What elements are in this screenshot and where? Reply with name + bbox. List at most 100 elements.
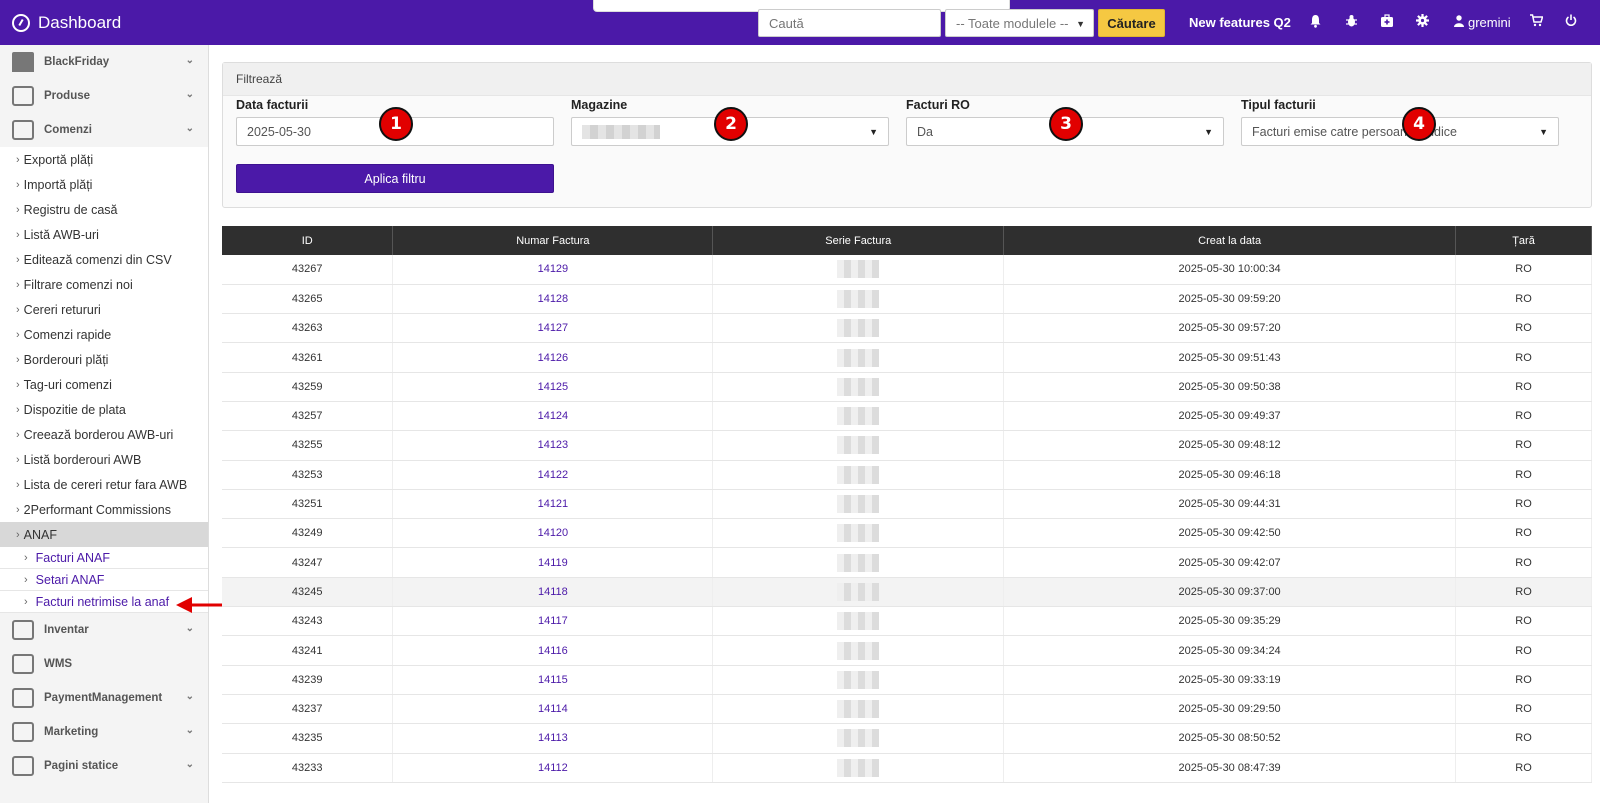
orders-icon — [12, 120, 34, 140]
table-row[interactable]: 43259 14125 2025-05-30 09:50:38 RO — [222, 372, 1592, 402]
chevron-right-icon: › — [16, 253, 20, 266]
sidebar-item-2performant[interactable]: › 2Performant Commissions — [0, 497, 208, 522]
sidebar-item-filtrare-comenzi[interactable]: › Filtrare comenzi noi — [0, 272, 208, 297]
chevron-right-icon: › — [16, 528, 20, 541]
pages-icon — [12, 756, 34, 776]
gear-icon[interactable] — [1416, 14, 1429, 30]
column-header-id[interactable]: ID — [222, 226, 394, 255]
table-row[interactable]: 43267 14129 2025-05-30 10:00:34 RO — [222, 255, 1592, 285]
cell-numar-factura[interactable]: 14116 — [392, 635, 714, 666]
sidebar-section-pagini-statice[interactable]: Pagini statice ⌄ — [0, 749, 208, 783]
sidebar-item-exporta-plati[interactable]: › Exportă plăți — [0, 147, 208, 172]
table-row[interactable]: 43253 14122 2025-05-30 09:46:18 RO — [222, 460, 1592, 490]
sidebar-item-cereri-retur-fara-awb[interactable]: › Lista de cereri retur fara AWB — [0, 472, 208, 497]
cell-id: 43257 — [222, 401, 394, 432]
sidebar-item-borderouri-plati[interactable]: › Borderouri plăți — [0, 347, 208, 372]
brand[interactable]: Dashboard — [0, 13, 210, 33]
sidebar-subitem-setari-anaf[interactable]: › Setari ANAF — [0, 569, 208, 591]
cell-numar-factura[interactable]: 14115 — [392, 665, 714, 695]
cell-numar-factura[interactable]: 14119 — [392, 547, 714, 578]
sidebar-subitem-facturi-netrimise[interactable]: › Facturi netrimise la anaf — [0, 591, 208, 613]
redacted-value — [837, 729, 880, 748]
cell-numar-factura[interactable]: 14114 — [392, 694, 714, 725]
table-row[interactable]: 43257 14124 2025-05-30 09:49:37 RO — [222, 401, 1592, 432]
sidebar-section-inventar[interactable]: Inventar ⌄ — [0, 613, 208, 647]
cell-numar-factura[interactable]: 14122 — [392, 460, 714, 490]
cell-numar-factura[interactable]: 14113 — [392, 723, 714, 754]
annotation-badge: 2 — [714, 107, 748, 141]
sidebar-item-anaf[interactable]: › ANAF — [0, 522, 208, 547]
cart-icon[interactable] — [1530, 14, 1544, 30]
cell-numar-factura[interactable]: 14123 — [392, 430, 714, 461]
column-header-data[interactable]: Creat la data — [1003, 226, 1457, 255]
cell-numar-factura[interactable]: 14125 — [392, 372, 714, 402]
tip-facturii-select[interactable]: Facturi emise catre persoane juridice ▼ — [1241, 117, 1559, 146]
cell-numar-factura[interactable]: 14121 — [392, 489, 714, 520]
cell-numar-factura[interactable]: 14117 — [392, 606, 714, 637]
sidebar-item-tag-uri[interactable]: › Tag-uri comenzi — [0, 372, 208, 397]
redacted-value — [837, 319, 880, 338]
sidebar-item-cereri-retururi[interactable]: › Cereri retururi — [0, 297, 208, 322]
medkit-icon[interactable] — [1380, 14, 1394, 31]
new-features-link[interactable]: New features Q2 — [1189, 15, 1291, 30]
sidebar-item-editeaza-csv[interactable]: › Editează comenzi din CSV — [0, 247, 208, 272]
table-row[interactable]: 43233 14112 2025-05-30 08:47:39 RO — [222, 753, 1592, 783]
apply-filter-button[interactable]: Aplica filtru — [236, 164, 554, 193]
column-header-tara[interactable]: Țară — [1455, 226, 1592, 255]
table-row[interactable]: 43241 14116 2025-05-30 09:34:24 RO — [222, 635, 1592, 666]
sidebar-item-lista-awb[interactable]: › Listă AWB-uri — [0, 222, 208, 247]
sidebar-item-lista-borderouri[interactable]: › Listă borderouri AWB — [0, 447, 208, 472]
column-header-serie[interactable]: Serie Factura — [712, 226, 1005, 255]
table-row[interactable]: 43265 14128 2025-05-30 09:59:20 RO — [222, 284, 1592, 315]
cell-numar-factura[interactable]: 14129 — [392, 255, 714, 285]
table-row[interactable]: 43261 14126 2025-05-30 09:51:43 RO — [222, 342, 1592, 373]
bug-icon[interactable] — [1345, 14, 1358, 31]
sidebar-section-wms[interactable]: WMS — [0, 647, 208, 681]
column-header-numar[interactable]: Numar Factura — [392, 226, 714, 255]
table-row[interactable]: 43245 14118 2025-05-30 09:37:00 RO — [222, 577, 1592, 608]
sidebar-item-creeaza-borderou[interactable]: › Creează borderou AWB-uri — [0, 422, 208, 447]
sidebar-item-comenzi-rapide[interactable]: › Comenzi rapide — [0, 322, 208, 347]
table-row[interactable]: 43249 14120 2025-05-30 09:42:50 RO — [222, 518, 1592, 549]
cell-tara: RO — [1455, 723, 1592, 754]
table-row[interactable]: 43255 14123 2025-05-30 09:48:12 RO — [222, 430, 1592, 461]
cell-tara: RO — [1455, 372, 1592, 402]
sidebar-section-marketing[interactable]: Marketing ⌄ — [0, 715, 208, 749]
table-row[interactable]: 43239 14115 2025-05-30 09:33:19 RO — [222, 665, 1592, 695]
cell-id: 43243 — [222, 606, 394, 637]
sidebar-item-label: Comenzi rapide — [23, 327, 112, 342]
power-icon[interactable] — [1565, 14, 1577, 30]
cell-serie-factura — [712, 401, 1005, 432]
sidebar-subitem-facturi-anaf[interactable]: › Facturi ANAF — [0, 547, 208, 569]
sidebar-section-produse[interactable]: Produse ⌄ — [0, 79, 208, 113]
cell-numar-factura[interactable]: 14126 — [392, 342, 714, 373]
cell-serie-factura — [712, 577, 1005, 608]
sidebar-item-importa-plati[interactable]: › Importă plăți — [0, 172, 208, 197]
cell-numar-factura[interactable]: 14118 — [392, 577, 714, 608]
table-row[interactable]: 43235 14113 2025-05-30 08:50:52 RO — [222, 723, 1592, 754]
cell-numar-factura[interactable]: 14128 — [392, 284, 714, 315]
table-row[interactable]: 43243 14117 2025-05-30 09:35:29 RO — [222, 606, 1592, 637]
cell-numar-factura[interactable]: 14112 — [392, 753, 714, 783]
sidebar-item-dispozitie-plata[interactable]: › Dispozitie de plata — [0, 397, 208, 422]
user-menu[interactable]: gremini — [1454, 0, 1511, 45]
bell-icon[interactable] — [1309, 14, 1322, 31]
cell-numar-factura[interactable]: 14124 — [392, 401, 714, 432]
search-input[interactable] — [758, 9, 941, 37]
sidebar-section-payment[interactable]: PaymentManagement ⌄ — [0, 681, 208, 715]
sidebar-section-blackfriday[interactable]: BlackFriday ⌄ — [0, 45, 208, 79]
chevron-right-icon: › — [16, 353, 20, 366]
module-select[interactable]: -- Toate modulele -- ▼ — [945, 9, 1094, 37]
table-row[interactable]: 43263 14127 2025-05-30 09:57:20 RO — [222, 313, 1592, 344]
table-row[interactable]: 43237 14114 2025-05-30 09:29:50 RO — [222, 694, 1592, 725]
cell-numar-factura[interactable]: 14120 — [392, 518, 714, 549]
cell-tara: RO — [1455, 577, 1592, 608]
cell-numar-factura[interactable]: 14127 — [392, 313, 714, 344]
table-row[interactable]: 43247 14119 2025-05-30 09:42:07 RO — [222, 547, 1592, 578]
cell-creat-la: 2025-05-30 08:50:52 — [1003, 723, 1457, 754]
cell-tara: RO — [1455, 313, 1592, 344]
sidebar-section-comenzi[interactable]: Comenzi ⌄ — [0, 113, 208, 147]
search-button[interactable]: Căutare — [1098, 9, 1165, 37]
sidebar-item-registru-casa[interactable]: › Registru de casă — [0, 197, 208, 222]
table-row[interactable]: 43251 14121 2025-05-30 09:44:31 RO — [222, 489, 1592, 520]
